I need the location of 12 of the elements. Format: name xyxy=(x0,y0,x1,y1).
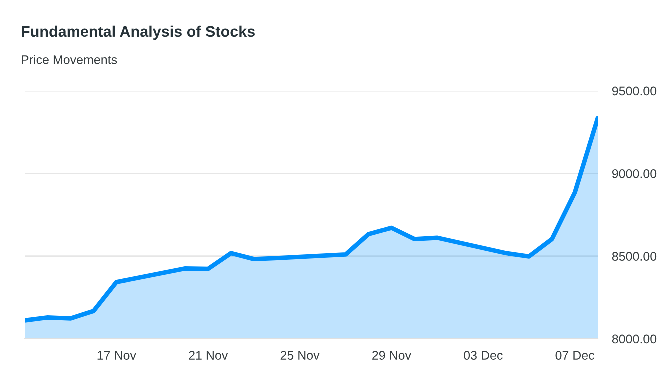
x-tick-label: 07 Dec xyxy=(556,351,595,360)
x-tick-label: 21 Nov xyxy=(189,351,228,360)
y-tick-label: 9000.00 xyxy=(612,169,657,178)
x-tick-label: 17 Nov xyxy=(98,351,136,360)
chart-subtitle: Price Movements xyxy=(22,55,118,64)
y-tick-label: 8500.00 xyxy=(612,252,657,261)
x-tick-label: 03 Dec xyxy=(464,351,503,360)
x-tick-label: 25 Nov xyxy=(280,351,320,360)
chart-title: Fundamental Analysis of Stocks xyxy=(22,26,255,40)
y-tick-label: 9500.00 xyxy=(612,86,657,96)
y-tick-label: 8000.00 xyxy=(612,334,657,344)
x-tick-label: 29 Nov xyxy=(372,351,412,360)
